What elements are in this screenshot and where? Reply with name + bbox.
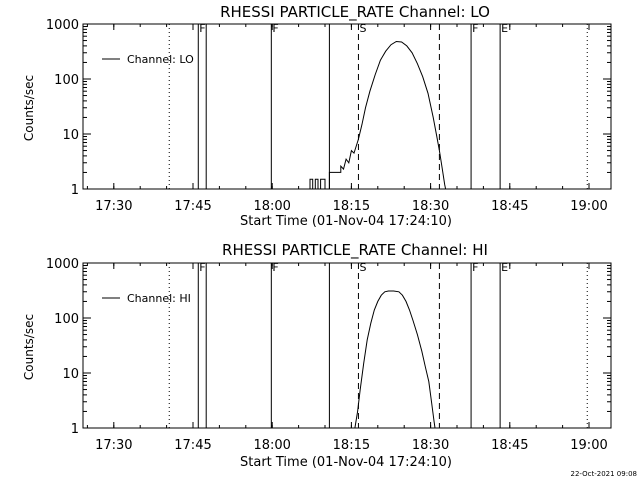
x-tick-label: 18:30 [412,438,449,453]
generation-timestamp: 22-Oct-2021 09:08 [571,470,637,478]
x-axis-label: Start Time (01-Nov-04 17:24:10) [240,214,452,229]
marker-label: F [472,261,478,274]
y-axis-label: Counts/sec [22,314,36,380]
chart-title: RHESSI PARTICLE_RATE Channel: HI [222,241,488,260]
x-tick-label: 19:00 [570,438,607,453]
x-tick-label: 17:30 [95,199,132,214]
plot-frame [82,23,612,190]
marker-label: E [501,22,508,35]
x-tick-label: 17:45 [174,199,211,214]
x-tick-label: 17:45 [174,438,211,453]
marker-label: S [359,261,366,274]
x-tick-label: 18:15 [333,199,370,214]
y-tick-label: 1000 [46,257,79,272]
x-tick-label: 18:15 [333,438,370,453]
marker-label: S [359,22,366,35]
chart-panel-lo: RHESSI PARTICLE_RATE Channel: LO Start T… [22,3,612,229]
y-tick-label: 1 [71,422,79,437]
marker-label: F [472,22,478,35]
series-line [309,40,447,190]
y-tick-label: 100 [54,312,79,327]
x-tick-label: 17:30 [95,438,132,453]
x-tick-label: 18:45 [491,199,528,214]
legend-label: Channel: HI [127,292,191,305]
y-tick-label: 10 [62,128,79,143]
x-tick-label: 18:30 [412,199,449,214]
y-tick-label: 1000 [46,18,79,33]
series-line [354,290,436,429]
plot-frame [82,262,612,429]
marker-label: E [501,261,508,274]
legend-label: Channel: LO [127,53,194,66]
chart-title: RHESSI PARTICLE_RATE Channel: LO [220,3,490,22]
y-tick-label: 10 [62,367,79,382]
y-axis-label: Counts/sec [22,75,36,141]
x-tick-label: 19:00 [570,199,607,214]
marker-label: F [199,22,205,35]
y-tick-label: 100 [54,73,79,88]
x-tick-label: 18:00 [253,438,290,453]
marker-label: F [272,22,278,35]
marker-label: F [272,261,278,274]
y-tick-label: 1 [71,183,79,198]
chart-panel-hi: RHESSI PARTICLE_RATE Channel: HI Start T… [22,241,612,470]
x-tick-label: 18:00 [253,199,290,214]
x-axis-label: Start Time (01-Nov-04 17:24:10) [240,455,452,470]
x-tick-label: 18:45 [491,438,528,453]
marker-label: F [199,261,205,274]
